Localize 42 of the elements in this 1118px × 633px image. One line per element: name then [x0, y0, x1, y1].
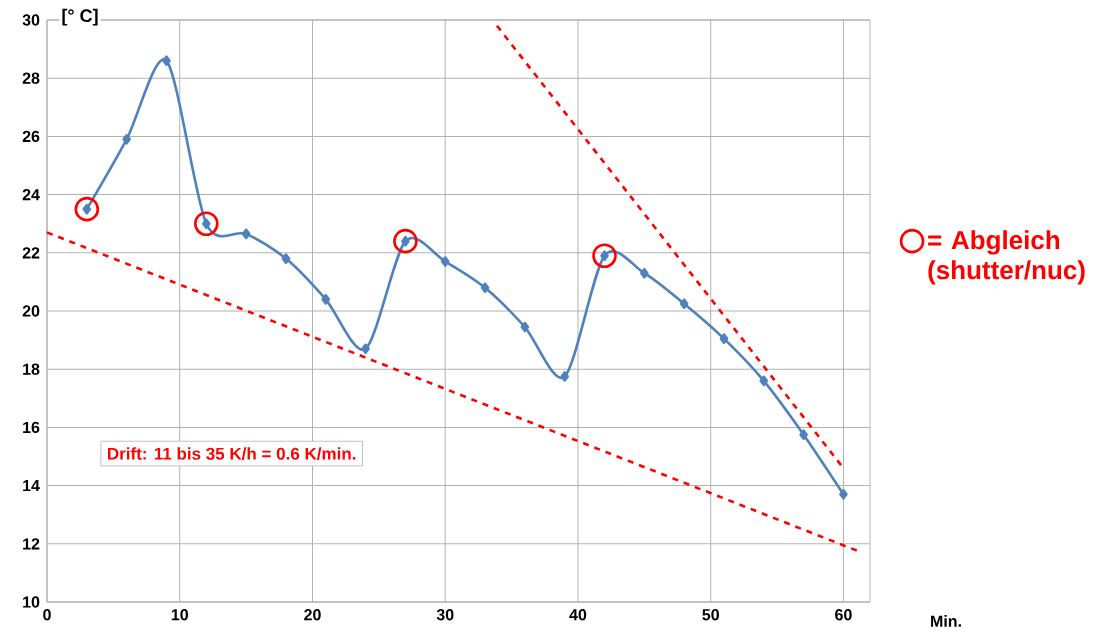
y-tick-label: 16 [23, 421, 40, 434]
point [520, 321, 530, 333]
y-tick-label: 18 [23, 363, 40, 375]
point [560, 371, 569, 382]
x-tick-label: 20 [304, 609, 321, 621]
point [321, 294, 331, 305]
x-tick-label: 60 [835, 609, 852, 621]
x-tick-label: 10 [171, 609, 188, 621]
point [281, 253, 291, 264]
y-tick-label: 22 [22, 247, 40, 259]
point [74, 196, 100, 222]
x-tick-label: 30 [436, 609, 454, 621]
y-tick-label: 12 [23, 538, 40, 550]
point [640, 267, 649, 279]
x-tick-label: 0 [43, 609, 51, 621]
y-tick-label: 14 [23, 480, 40, 492]
point [759, 375, 769, 387]
point [799, 429, 808, 440]
point [592, 243, 617, 269]
x-tick-label: 50 [702, 609, 719, 621]
y-tick-label: 24 [22, 189, 40, 201]
point [679, 298, 689, 310]
point [361, 343, 370, 355]
x-tick-label: 40 [569, 609, 587, 621]
point [393, 228, 418, 254]
y-tick-label: 20 [22, 305, 40, 317]
x-axis-title: Min. [931, 615, 961, 627]
point [122, 134, 131, 145]
point [839, 489, 848, 500]
point [162, 55, 171, 67]
y-tick-label: 10 [23, 596, 40, 608]
point [480, 282, 490, 294]
point [241, 228, 251, 240]
y-tick-label: 28 [22, 72, 40, 84]
point [194, 211, 219, 236]
legend-label: = Abgleich (shutter/nuc) [928, 230, 1085, 285]
point [719, 333, 729, 344]
y-axis-title: [° C] [62, 8, 98, 26]
y-tick-label: 26 [22, 130, 40, 143]
point [440, 256, 450, 267]
annotation: Drift: 11 bis 35 K/h = 0.6 K/min. [108, 447, 356, 460]
y-tick-label: 30 [22, 14, 40, 26]
